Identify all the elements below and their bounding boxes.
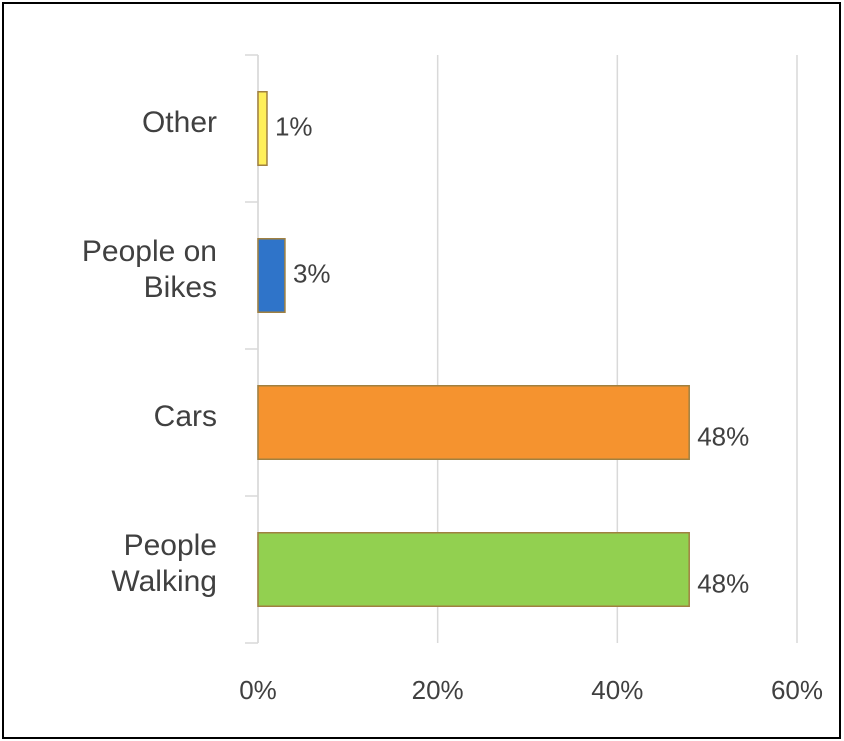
bar [257,91,268,166]
bar [257,532,690,607]
value-label: 48% [697,421,749,451]
x-tick-label: 0% [239,675,277,705]
y-tick-label: Other [141,105,217,139]
x-tick-label: 40% [591,675,643,705]
x-tick-label: 60% [771,675,823,705]
value-label: 3% [293,258,331,288]
value-label: 48% [697,568,749,598]
bar [257,385,690,460]
y-tick-label: People on Bikes [81,234,217,304]
x-tick-label: 20% [412,675,464,705]
y-tick-label: People Walking [111,528,217,598]
value-label: 1% [275,111,313,141]
bar [257,238,286,313]
y-tick-label: Cars [153,399,217,433]
